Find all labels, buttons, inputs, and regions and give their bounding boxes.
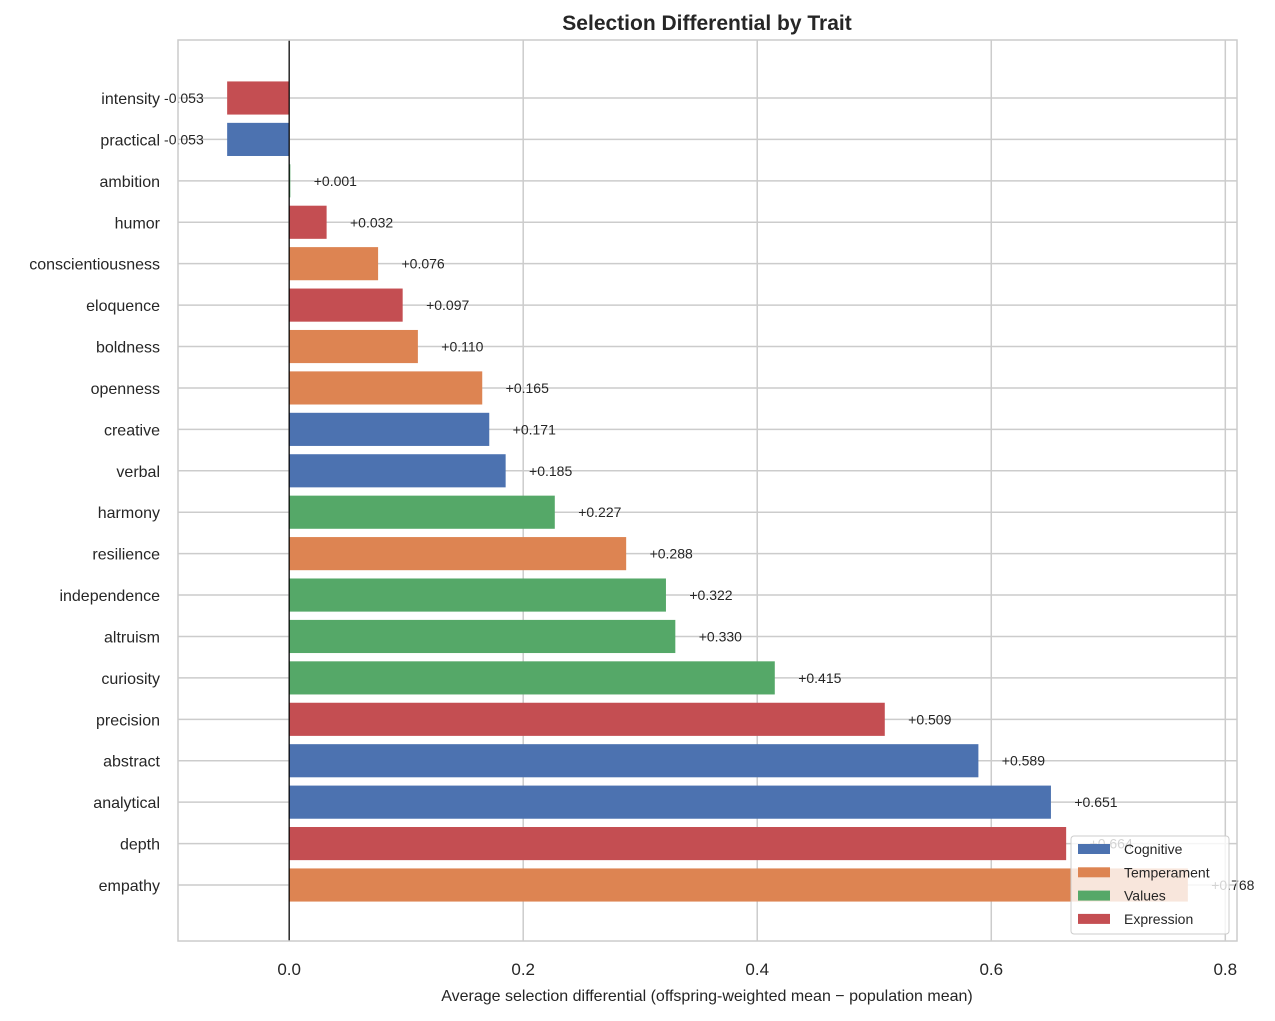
bar-openness [289,371,483,405]
x-tick-label: 0.8 [1213,960,1237,979]
y-tick-label: humor [115,215,161,232]
value-label: +0.185 [529,463,572,479]
bar-independence [289,578,666,612]
value-label: +0.165 [506,380,549,396]
y-tick-label: analytical [93,795,160,812]
legend-swatch-temperament [1078,867,1110,878]
y-tick-label: creative [104,422,160,439]
y-tick-label: openness [91,381,160,398]
legend-box [1070,835,1230,935]
y-tick-label: conscientiousness [29,257,160,274]
value-label: +0.509 [908,711,951,727]
y-tick-label: precision [96,712,160,729]
bar-creative [289,412,490,446]
value-label: +0.110 [441,339,483,355]
y-tick-label: eloquence [86,298,160,315]
value-label: +0.330 [699,628,742,644]
x-tick-label: 0.6 [979,960,1003,979]
plot-frame [177,39,1238,942]
bar-harmony [289,495,555,529]
legend-label: Values [1124,888,1166,904]
y-tick-label: resilience [92,547,160,564]
bar-eloquence [289,288,403,322]
chart-title: Selection Differential by Trait [562,12,851,35]
value-label: +0.589 [1002,753,1045,769]
value-label: +0.171 [513,421,556,437]
bar-intensity [227,81,290,115]
bar-boldness [289,329,418,364]
y-tick-label: practical [100,132,160,149]
x-tick-label: 0.4 [745,960,769,979]
legend-swatch-values [1078,890,1110,901]
y-tick-label: ambition [100,174,160,191]
value-label: -0.053 [164,90,204,106]
y-tick-label: independence [59,588,160,605]
bar-humor [289,205,327,239]
value-label: +0.032 [350,214,393,230]
legend-label: Cognitive [1124,841,1183,857]
legend-label: Temperament [1124,864,1210,880]
x-tick-label: 0.0 [277,960,301,979]
y-tick-label: verbal [116,464,160,481]
bar-conscientiousness [289,247,379,281]
bar-curiosity [289,661,775,695]
legend-swatch-cognitive [1078,844,1110,854]
y-tick-label: boldness [96,340,160,357]
y-tick-label: abstract [103,754,160,771]
x-axis-label: Average selection differential (offsprin… [441,988,972,1005]
bar-empathy [289,868,1188,902]
bar-depth [289,827,1067,861]
value-label: +0.227 [578,504,621,520]
value-label: +0.076 [402,256,445,272]
bars [227,40,1188,941]
value-label: +0.415 [798,670,841,686]
bar-verbal [289,454,506,488]
value-label: +0.322 [689,587,732,603]
legend: Cognitive Temperament Values Expression [1070,835,1230,935]
bar-practical [227,122,290,156]
bar-altruism [289,619,676,654]
y-tick-label: altruism [104,629,160,646]
y-tick-labels: intensity practical ambition humor conscient… [29,91,160,895]
y-tick-label: depth [120,837,160,854]
bar-analytical [289,785,1051,819]
value-labels: -0.053 -0.053 +0.001 +0.032 +0.076 +0.097 +0.1… [164,90,1255,893]
value-label: +0.651 [1074,794,1117,810]
value-label: +0.097 [426,297,469,313]
y-tick-label: curiosity [101,671,160,688]
bar-resilience [289,537,627,571]
y-tick-label: empathy [99,878,160,895]
bar-precision [289,702,885,736]
value-label: -0.053 [164,131,204,147]
x-tick-label: 0.2 [511,960,535,979]
y-tick-label: harmony [98,505,160,522]
legend-label: Expression [1124,911,1193,927]
legend-swatch-expression [1078,913,1110,924]
y-tick-label: intensity [101,91,160,108]
value-label: +0.288 [650,546,693,562]
x-tick-labels: 0.0 0.2 0.4 0.6 0.8 [277,960,1237,979]
value-label: +0.001 [314,173,357,189]
bar-abstract [289,744,979,778]
